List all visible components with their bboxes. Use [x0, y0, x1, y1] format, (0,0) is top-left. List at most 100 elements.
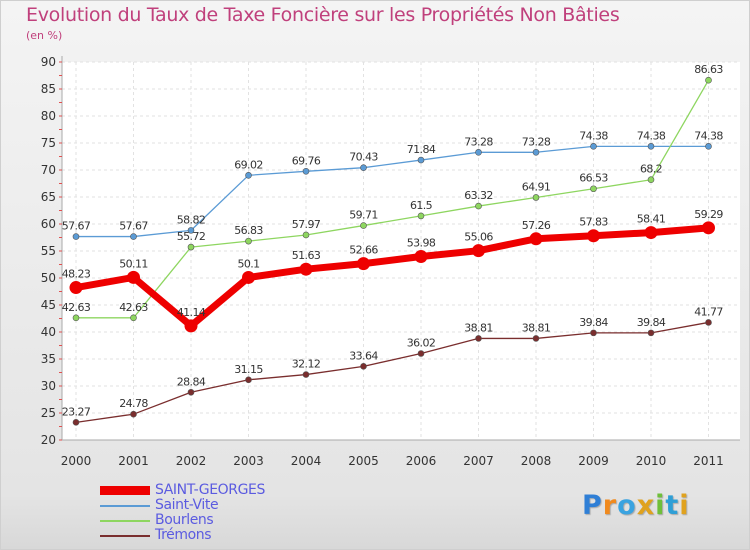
- data-point-bourlens: [417, 212, 425, 220]
- data-label-tremons: 33.64: [349, 349, 378, 362]
- data-label-bourlens: 63.32: [464, 189, 493, 202]
- data-label-saint-georges: 58.41: [637, 213, 666, 226]
- data-label-tremons: 41.77: [694, 305, 723, 318]
- data-point-bourlens: [532, 194, 540, 201]
- data-label-saint-vite: 73.28: [464, 135, 493, 148]
- data-point-saint-georges: [702, 221, 715, 235]
- data-point-saint-vite: [590, 143, 597, 150]
- data-label-bourlens: 61.5: [410, 199, 433, 212]
- data-point-tremons: [647, 329, 655, 337]
- y-tick-label: 80: [41, 109, 56, 123]
- data-label-saint-vite: 74.38: [579, 129, 608, 142]
- data-point-saint-georges: [529, 232, 543, 246]
- data-label-bourlens: 42.63: [119, 301, 148, 314]
- data-label-saint-georges: 57.83: [579, 216, 608, 229]
- data-point-tremons: [360, 363, 367, 370]
- data-point-tremons: [302, 371, 310, 378]
- legend-swatch-tremons: [100, 535, 150, 537]
- data-label-saint-georges: 50.11: [119, 257, 148, 270]
- data-point-bourlens: [475, 202, 482, 210]
- data-point-saint-vite: [130, 233, 137, 240]
- data-label-tremons: 24.78: [119, 397, 148, 410]
- data-point-saint-vite: [417, 156, 425, 164]
- data-label-saint-georges: 55.06: [464, 231, 493, 244]
- chart-subtitle: (en %): [26, 29, 63, 42]
- series-line-tremons: [75, 321, 710, 423]
- data-point-saint-vite: [72, 233, 80, 240]
- data-point-bourlens: [647, 176, 655, 184]
- data-point-bourlens: [302, 231, 310, 239]
- data-point-saint-vite: [705, 143, 712, 150]
- data-label-bourlens: 68.2: [640, 163, 662, 176]
- data-label-bourlens: 57.97: [292, 218, 321, 231]
- x-tick-label: 2011: [693, 454, 724, 468]
- data-label-saint-vite: 71.84: [407, 143, 436, 156]
- data-point-tremons: [417, 350, 425, 357]
- data-label-tremons: 23.27: [62, 405, 91, 418]
- data-label-saint-vite: 57.67: [62, 220, 91, 233]
- x-tick-label: 2006: [406, 454, 437, 468]
- series-line-bourlens: [75, 79, 710, 319]
- data-point-saint-georges: [587, 229, 600, 243]
- data-label-saint-georges: 57.26: [522, 219, 551, 232]
- legend-label-tremons: Trémons: [155, 527, 212, 543]
- data-point-saint-vite: [532, 148, 540, 156]
- y-tick-label: 20: [41, 433, 56, 447]
- data-point-saint-georges: [299, 262, 313, 276]
- data-label-bourlens: 42.63: [62, 301, 91, 314]
- x-tick-label: 2001: [118, 454, 149, 468]
- data-point-bourlens: [245, 237, 252, 245]
- data-point-saint-vite: [302, 167, 310, 175]
- data-label-saint-georges: 52.66: [349, 244, 378, 257]
- data-label-saint-georges: 48.23: [62, 268, 91, 281]
- data-point-tremons: [590, 329, 597, 337]
- data-point-bourlens: [130, 314, 137, 322]
- data-point-saint-georges: [644, 226, 658, 240]
- data-label-saint-georges: 51.63: [292, 249, 321, 262]
- x-tick-label: 2002: [176, 454, 207, 468]
- data-point-saint-georges: [357, 257, 370, 271]
- legend-swatch-saint-vite: [100, 505, 150, 507]
- data-point-saint-vite: [360, 164, 367, 171]
- data-label-tremons: 36.02: [407, 336, 436, 349]
- data-label-bourlens: 56.83: [234, 224, 263, 237]
- y-tick-label: 35: [41, 352, 56, 366]
- data-label-saint-vite: 74.38: [694, 129, 723, 142]
- y-tick-label: 25: [41, 406, 56, 420]
- data-label-saint-vite: 57.67: [119, 220, 148, 233]
- data-label-bourlens: 66.53: [579, 172, 608, 185]
- series-line-saint-georges: [72, 224, 712, 330]
- data-point-bourlens: [705, 76, 712, 84]
- y-tick-label: 60: [41, 217, 56, 231]
- x-tick-label: 2007: [463, 454, 494, 468]
- x-tick-label: 2010: [636, 454, 667, 468]
- data-label-tremons: 39.84: [637, 316, 666, 329]
- data-point-bourlens: [187, 243, 195, 251]
- data-label-bourlens: 64.91: [522, 180, 551, 193]
- data-point-tremons: [705, 319, 712, 326]
- data-label-saint-georges: 53.98: [407, 237, 436, 250]
- data-point-bourlens: [72, 314, 80, 322]
- data-label-saint-vite: 74.38: [637, 129, 666, 142]
- proxiti-logo: Proxiti: [582, 490, 690, 521]
- legend-label-bourlens: Bourlens: [155, 512, 214, 528]
- y-tick-label: 65: [41, 190, 56, 204]
- x-tick-label: 2004: [291, 454, 322, 468]
- y-tick-label: 90: [41, 55, 56, 69]
- data-point-tremons: [475, 335, 482, 342]
- x-tick-label: 2009: [578, 454, 609, 468]
- legend-label-saint-vite: Saint-Vite: [155, 497, 219, 513]
- y-tick-label: 30: [41, 379, 56, 393]
- data-label-saint-georges: 50.1: [237, 257, 259, 270]
- data-point-saint-georges: [69, 281, 83, 295]
- y-tick-label: 45: [41, 298, 56, 312]
- proxiti-logo-text: Proxiti: [582, 490, 690, 521]
- y-tick-label: 75: [41, 136, 56, 150]
- data-label-tremons: 32.12: [292, 358, 321, 371]
- x-tick-label: 2000: [61, 454, 92, 468]
- y-tick-label: 50: [41, 271, 56, 285]
- x-tick-label: 2003: [233, 454, 264, 468]
- data-label-tremons: 38.81: [464, 321, 493, 334]
- data-label-saint-vite: 69.76: [292, 154, 321, 167]
